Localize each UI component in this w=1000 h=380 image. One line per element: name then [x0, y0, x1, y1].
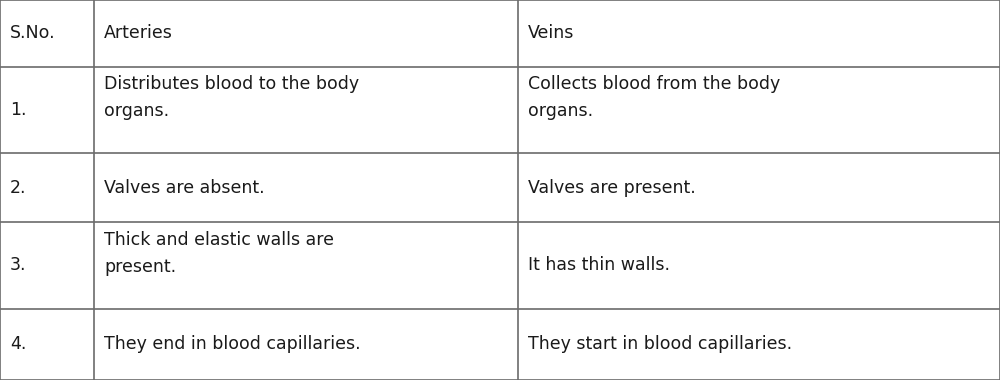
Text: 3.: 3. — [10, 256, 26, 274]
Text: Veins: Veins — [528, 24, 574, 43]
Text: They end in blood capillaries.: They end in blood capillaries. — [104, 335, 361, 353]
Text: Distributes blood to the body
organs.: Distributes blood to the body organs. — [104, 75, 359, 120]
Text: 1.: 1. — [10, 101, 26, 119]
Text: 4.: 4. — [10, 335, 26, 353]
Text: Collects blood from the body
organs.: Collects blood from the body organs. — [528, 75, 780, 120]
Text: Valves are present.: Valves are present. — [528, 179, 696, 197]
Text: 2.: 2. — [10, 179, 26, 197]
Text: They start in blood capillaries.: They start in blood capillaries. — [528, 335, 792, 353]
Text: Thick and elastic walls are
present.: Thick and elastic walls are present. — [104, 231, 334, 276]
Text: Arteries: Arteries — [104, 24, 173, 43]
Text: S.No.: S.No. — [10, 24, 56, 43]
Text: It has thin walls.: It has thin walls. — [528, 256, 670, 274]
Text: Valves are absent.: Valves are absent. — [104, 179, 265, 197]
